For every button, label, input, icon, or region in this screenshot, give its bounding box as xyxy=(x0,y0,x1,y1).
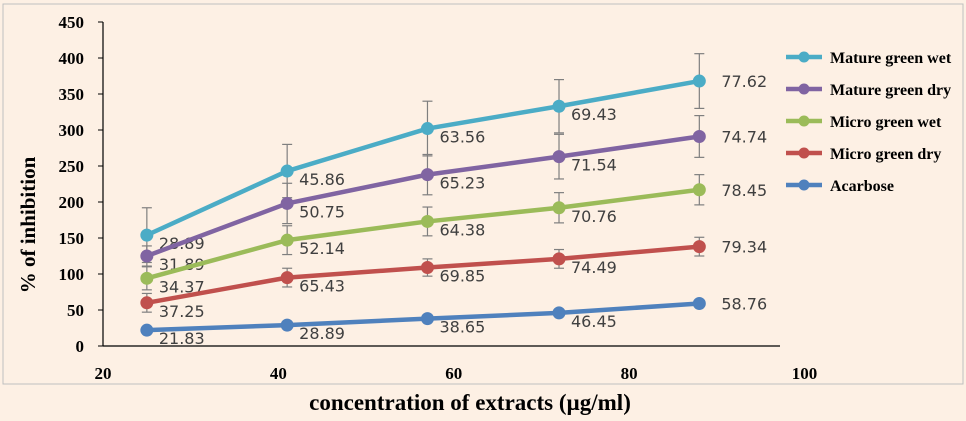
x-axis-title: concentration of extracts (µg/ml) xyxy=(309,390,631,415)
data-point xyxy=(420,168,434,182)
data-point xyxy=(280,233,294,247)
data-point xyxy=(420,261,434,275)
data-label: 69.85 xyxy=(439,267,485,286)
data-label: 21.83 xyxy=(159,329,205,348)
x-tick-label: 100 xyxy=(792,364,818,383)
x-tick-label: 40 xyxy=(270,364,287,383)
x-tick-label: 60 xyxy=(445,364,462,383)
data-point xyxy=(140,249,154,263)
legend: Mature green wet Mature green dry Micro gr… xyxy=(786,50,952,195)
x-axis-ticks: 20 40 60 80 100 xyxy=(95,364,818,383)
data-label: 69.43 xyxy=(571,105,617,124)
data-point xyxy=(140,296,154,310)
data-label: 63.56 xyxy=(439,128,485,147)
data-label: 31.89 xyxy=(159,255,205,274)
data-point xyxy=(692,74,706,88)
data-label: 78.45 xyxy=(721,181,767,200)
legend-label: Mature green wet xyxy=(830,50,952,67)
legend-swatch-marker xyxy=(798,115,810,127)
data-point xyxy=(280,318,294,332)
legend-swatch-marker xyxy=(798,51,810,63)
data-label: 52.14 xyxy=(299,239,345,258)
x-tick-label: 20 xyxy=(95,364,112,383)
legend-swatch-marker xyxy=(798,179,810,191)
data-point xyxy=(420,122,434,136)
data-label: 65.23 xyxy=(439,174,485,193)
data-point xyxy=(420,214,434,228)
y-tick-label: 200 xyxy=(59,193,85,212)
data-point xyxy=(692,129,706,143)
y-tick-label: 100 xyxy=(59,265,85,284)
y-tick-label: 300 xyxy=(59,121,85,140)
legend-label: Micro green dry xyxy=(830,146,941,163)
data-point xyxy=(692,183,706,197)
data-label: 64.38 xyxy=(439,220,485,239)
data-point xyxy=(420,312,434,326)
y-axis-title: % of inhibition xyxy=(16,156,40,293)
data-point xyxy=(552,252,566,266)
y-tick-label: 250 xyxy=(59,157,85,176)
data-point xyxy=(140,323,154,337)
y-tick-label: 150 xyxy=(59,229,85,248)
legend-label: Micro green wet xyxy=(830,114,942,131)
y-axis-ticks: 0 50 100 150 200 250 300 350 400 450 xyxy=(59,13,103,356)
data-label: 71.54 xyxy=(571,156,617,175)
data-point xyxy=(552,150,566,164)
data-point xyxy=(692,240,706,254)
data-label: 28.89 xyxy=(299,324,345,343)
data-label: 74.49 xyxy=(571,258,617,277)
chart-frame xyxy=(2,3,964,385)
data-label: 50.75 xyxy=(299,202,345,221)
data-label: 74.74 xyxy=(721,127,767,146)
data-label: 58.76 xyxy=(721,295,767,314)
legend-label: Acarbose xyxy=(830,178,894,195)
y-tick-label: 450 xyxy=(59,13,85,32)
y-tick-label: 0 xyxy=(76,337,85,356)
data-label: 45.86 xyxy=(299,170,345,189)
data-point xyxy=(140,271,154,285)
data-point xyxy=(552,306,566,320)
data-label: 77.62 xyxy=(721,72,767,91)
data-point xyxy=(280,271,294,285)
series-layer: 28.89 45.86 63.56 69.43 77.62 31.89 50.75 65.23… xyxy=(140,53,767,348)
series-mature-green-dry: 31.89 50.75 65.23 71.54 74.74 xyxy=(140,114,767,274)
data-label: 65.43 xyxy=(299,277,345,296)
data-point xyxy=(280,164,294,178)
data-point xyxy=(140,228,154,242)
legend-swatch-marker xyxy=(798,83,810,95)
data-label: 46.45 xyxy=(571,312,617,331)
data-label: 37.25 xyxy=(159,302,205,321)
data-label: 79.34 xyxy=(721,238,767,257)
data-point xyxy=(280,196,294,210)
y-tick-label: 400 xyxy=(59,49,85,68)
series-micro-green-wet: 34.37 52.14 64.38 70.76 78.45 xyxy=(140,174,767,296)
data-point xyxy=(552,201,566,215)
legend-label: Mature green dry xyxy=(830,82,951,99)
data-label: 34.37 xyxy=(159,277,205,296)
y-tick-label: 350 xyxy=(59,85,85,104)
series-micro-green-dry: 37.25 65.43 69.85 74.49 79.34 xyxy=(140,236,767,321)
data-point xyxy=(552,99,566,113)
data-point xyxy=(692,297,706,311)
series-acarbose: 21.83 28.89 38.65 46.45 58.76 xyxy=(140,295,767,348)
x-tick-label: 80 xyxy=(621,364,638,383)
y-tick-label: 50 xyxy=(67,301,84,320)
legend-swatch-marker xyxy=(798,147,810,159)
data-label: 70.76 xyxy=(571,207,617,226)
data-label: 38.65 xyxy=(439,318,485,337)
